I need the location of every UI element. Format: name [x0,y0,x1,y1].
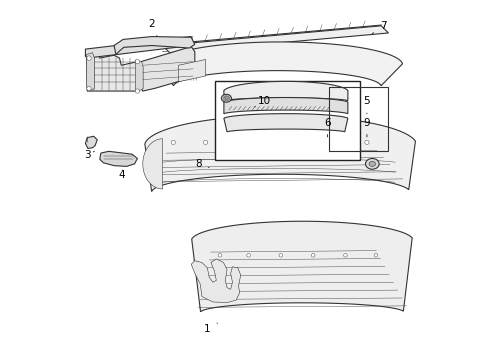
Ellipse shape [366,158,379,169]
Text: 10: 10 [255,96,271,107]
Polygon shape [85,37,193,58]
Circle shape [203,140,208,144]
Polygon shape [100,151,137,166]
Bar [329,87,389,151]
Polygon shape [87,51,141,91]
Circle shape [374,253,378,257]
Circle shape [135,59,140,64]
Text: 2: 2 [148,19,157,37]
Circle shape [268,140,272,144]
Polygon shape [179,59,205,82]
Ellipse shape [369,161,375,166]
Polygon shape [145,116,416,192]
Polygon shape [191,259,241,303]
Polygon shape [224,114,348,132]
Text: 5: 5 [364,96,370,114]
Circle shape [247,253,250,257]
Polygon shape [224,98,348,114]
Circle shape [87,56,91,60]
Polygon shape [192,221,412,312]
Circle shape [311,253,315,257]
Circle shape [343,253,347,257]
Polygon shape [136,60,143,91]
Circle shape [87,86,91,91]
Circle shape [300,140,304,144]
Text: 3: 3 [84,150,95,160]
Text: 9: 9 [364,118,370,137]
Text: 7: 7 [372,21,387,34]
Polygon shape [87,53,95,90]
Circle shape [218,253,221,257]
Polygon shape [114,37,195,54]
Text: 1: 1 [204,323,218,334]
Circle shape [365,140,369,144]
Circle shape [171,140,175,144]
Polygon shape [163,26,389,53]
Ellipse shape [221,94,231,102]
Circle shape [135,89,140,93]
Text: 4: 4 [118,170,124,180]
Bar [215,81,360,160]
Polygon shape [141,46,195,91]
Polygon shape [224,81,348,100]
Text: 8: 8 [195,159,209,169]
Circle shape [279,253,283,257]
Circle shape [236,140,240,144]
Circle shape [333,140,337,144]
Polygon shape [143,139,163,189]
Polygon shape [85,136,97,148]
Text: 6: 6 [324,118,331,137]
Polygon shape [159,42,403,86]
